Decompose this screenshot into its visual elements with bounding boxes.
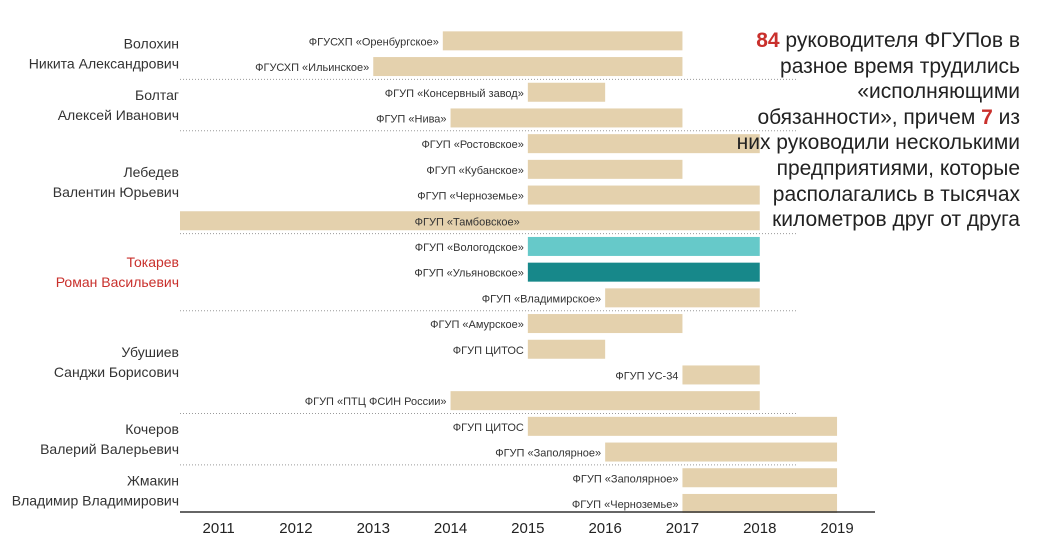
person-name-line2: Владимир Владимирович [12,493,179,509]
bar-label: ФГУП «Консервный завод» [385,88,524,100]
bar-label: ФГУП «Ульяновское» [414,268,523,280]
bar [527,159,683,179]
bar-label: ФГУП «ПТЦ ФСИН России» [305,396,447,408]
person-name-line2: Роман Васильевич [56,274,179,290]
bar-label: ФГУП «Заполярное» [495,448,601,460]
bar-label: ФГУП ЦИТОС [453,345,524,357]
bar [527,185,760,205]
person-name-line2: Валерий Валерьевич [40,441,179,457]
bar [527,82,606,102]
annotation-number-7: 7 [981,105,993,129]
x-tick-label: 2011 [203,520,235,537]
bar [527,314,683,334]
person-name-line1: Болтаг [135,87,179,103]
bar-label: ФГУСХП «Ильинское» [255,62,369,74]
person-name-line1: Токарев [127,254,179,270]
bar [442,31,683,51]
bar-label: ФГУП «Вологодское» [415,242,524,254]
x-tick-label: 2019 [820,520,853,537]
annotation-text-part1: руководителя ФГУПов в разное время труди… [757,29,1020,129]
person-name-line2: Санджи Борисович [54,364,179,380]
x-tick-label: 2017 [666,520,699,537]
bar [527,134,760,154]
bar-label: ФГУП «Владимирское» [482,293,601,305]
bar [682,468,838,488]
bar [605,288,760,308]
bar-label: ФГУП «Тамбовское» [415,216,520,228]
bar-label: ФГУП «Ростовское» [421,139,523,151]
person-name-line2: Алексей Иванович [58,107,179,123]
person-name-line2: Валентин Юрьевич [53,184,179,200]
x-tick-label: 2013 [357,520,390,537]
bar [682,365,760,385]
bar-label: ФГУП УС-34 [615,370,678,382]
annotation-text-part2: из них руководили несколькими предприяти… [736,105,1020,232]
bar-label: ФГУП «Амурское» [430,319,524,331]
bar [450,108,683,128]
x-tick-label: 2018 [743,520,776,537]
person-name-line1: Лебедев [123,164,179,180]
bar [527,339,606,359]
bar [527,416,838,436]
bar [527,236,760,256]
bar-label: ФГУП ЦИТОС [453,422,524,434]
x-tick-label: 2016 [588,520,621,537]
bar [373,57,683,77]
bar-label: ФГУП «Кубанское» [426,165,523,177]
bar-label: ФГУП «Заполярное» [573,473,679,485]
bar [682,493,838,513]
bar-label: ФГУП «Нива» [376,113,446,125]
bar [605,442,838,462]
person-name-line1: Убушиев [121,344,179,360]
bar [180,211,760,231]
person-name-line1: Жмакин [127,473,179,489]
x-tick-label: 2015 [511,520,544,537]
bar [450,391,760,411]
person-name-line2: Никита Александрович [29,56,179,72]
person-name-line1: Кочеров [125,421,179,437]
bar-label: ФГУП «Черноземье» [572,499,679,511]
bar-label: ФГУП «Черноземье» [417,191,524,203]
annotation-number-84: 84 [756,29,780,52]
bar [527,262,760,282]
annotation-text: 84 руководителя ФГУПов в разное время тр… [720,28,1020,233]
x-tick-label: 2014 [434,520,467,537]
person-name-line1: Волохин [124,36,179,52]
bar-label: ФГУСХП «Оренбургское» [309,36,439,48]
x-tick-label: 2012 [279,520,312,537]
